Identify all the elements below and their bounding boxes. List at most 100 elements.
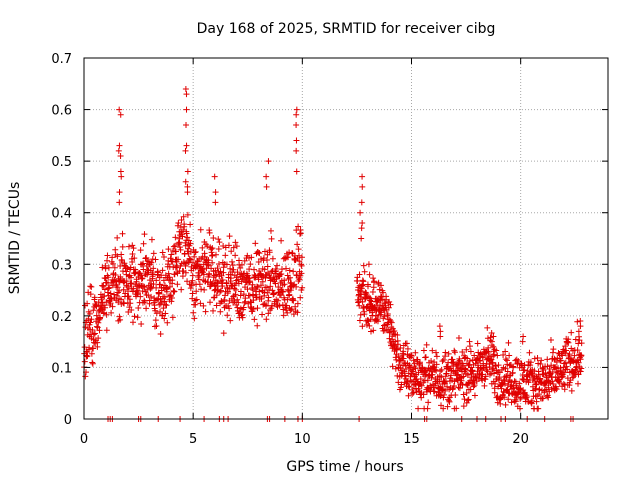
data-point xyxy=(394,331,401,338)
data-point xyxy=(214,265,221,272)
data-point xyxy=(356,302,363,309)
data-point xyxy=(101,286,108,293)
data-point xyxy=(391,327,398,334)
data-point xyxy=(533,381,540,388)
data-point xyxy=(294,241,301,248)
data-point xyxy=(176,244,183,251)
data-point xyxy=(402,372,409,379)
data-point xyxy=(293,283,300,290)
data-point xyxy=(87,283,94,290)
data-point xyxy=(526,349,533,356)
data-point xyxy=(187,240,194,247)
data-point xyxy=(413,389,420,396)
data-point xyxy=(220,330,227,337)
data-point xyxy=(233,243,240,250)
y-tick-label: 0.6 xyxy=(51,104,72,119)
data-point xyxy=(394,346,401,353)
data-point xyxy=(378,309,385,316)
data-point xyxy=(396,358,403,365)
data-point xyxy=(574,380,581,387)
data-point xyxy=(90,345,97,352)
data-point xyxy=(504,368,511,375)
data-point xyxy=(360,262,367,269)
data-point xyxy=(146,297,153,304)
data-point xyxy=(184,278,191,285)
data-point xyxy=(184,234,191,241)
data-point xyxy=(148,259,155,266)
data-point xyxy=(186,255,193,262)
data-point xyxy=(211,173,218,180)
data-point xyxy=(293,168,300,175)
data-point xyxy=(123,278,130,285)
data-point xyxy=(433,353,440,360)
data-point xyxy=(116,287,123,294)
data-point xyxy=(137,293,144,300)
data-point xyxy=(544,356,551,363)
data-point xyxy=(431,388,438,395)
data-point xyxy=(82,373,89,380)
data-point xyxy=(431,382,438,389)
data-point xyxy=(447,372,454,379)
data-point xyxy=(397,384,404,391)
data-point xyxy=(463,399,470,406)
data-point xyxy=(116,189,123,196)
data-point xyxy=(114,253,121,260)
data-point xyxy=(265,158,272,165)
data-point xyxy=(293,111,300,118)
data-point xyxy=(166,274,173,281)
data-point xyxy=(292,303,299,310)
data-point xyxy=(129,242,136,249)
data-point xyxy=(408,353,415,360)
data-point xyxy=(444,403,451,410)
data-point xyxy=(440,356,447,363)
data-point xyxy=(92,302,99,309)
data-point xyxy=(365,283,372,290)
data-point xyxy=(502,348,509,355)
data-point xyxy=(394,341,401,348)
data-point xyxy=(120,279,127,286)
data-point xyxy=(110,260,117,267)
data-point xyxy=(298,261,305,268)
data-point xyxy=(197,300,204,307)
data-point xyxy=(517,395,524,402)
data-point xyxy=(90,331,97,338)
data-point xyxy=(485,348,492,355)
data-point xyxy=(513,356,520,363)
data-point xyxy=(150,250,157,257)
data-point xyxy=(89,359,96,366)
y-axis-label: SRMTID / TECUs xyxy=(7,182,23,295)
data-point xyxy=(95,335,102,342)
data-point xyxy=(415,405,422,412)
data-point xyxy=(268,235,275,242)
data-point xyxy=(258,274,265,281)
data-point xyxy=(143,254,150,261)
data-point xyxy=(99,264,106,271)
data-point xyxy=(104,289,111,296)
data-point xyxy=(474,340,481,347)
data-point xyxy=(210,235,217,242)
data-point xyxy=(521,367,528,374)
data-point xyxy=(356,271,363,278)
data-point xyxy=(527,362,534,369)
data-point xyxy=(380,289,387,296)
data-point xyxy=(125,243,132,250)
data-point xyxy=(191,315,198,322)
data-point xyxy=(172,234,179,241)
data-point xyxy=(120,286,127,293)
data-point xyxy=(83,353,90,360)
data-point xyxy=(360,305,367,312)
data-point xyxy=(471,382,478,389)
data-point xyxy=(420,391,427,398)
data-point xyxy=(152,256,159,263)
data-point xyxy=(162,310,169,317)
data-point xyxy=(183,106,190,113)
data-point xyxy=(466,343,473,350)
data-point xyxy=(87,319,94,326)
data-point xyxy=(105,264,112,271)
data-point xyxy=(464,372,471,379)
data-point xyxy=(105,274,112,281)
data-point xyxy=(576,337,583,344)
data-point xyxy=(577,323,584,330)
data-point xyxy=(109,254,116,261)
data-point xyxy=(282,255,289,262)
